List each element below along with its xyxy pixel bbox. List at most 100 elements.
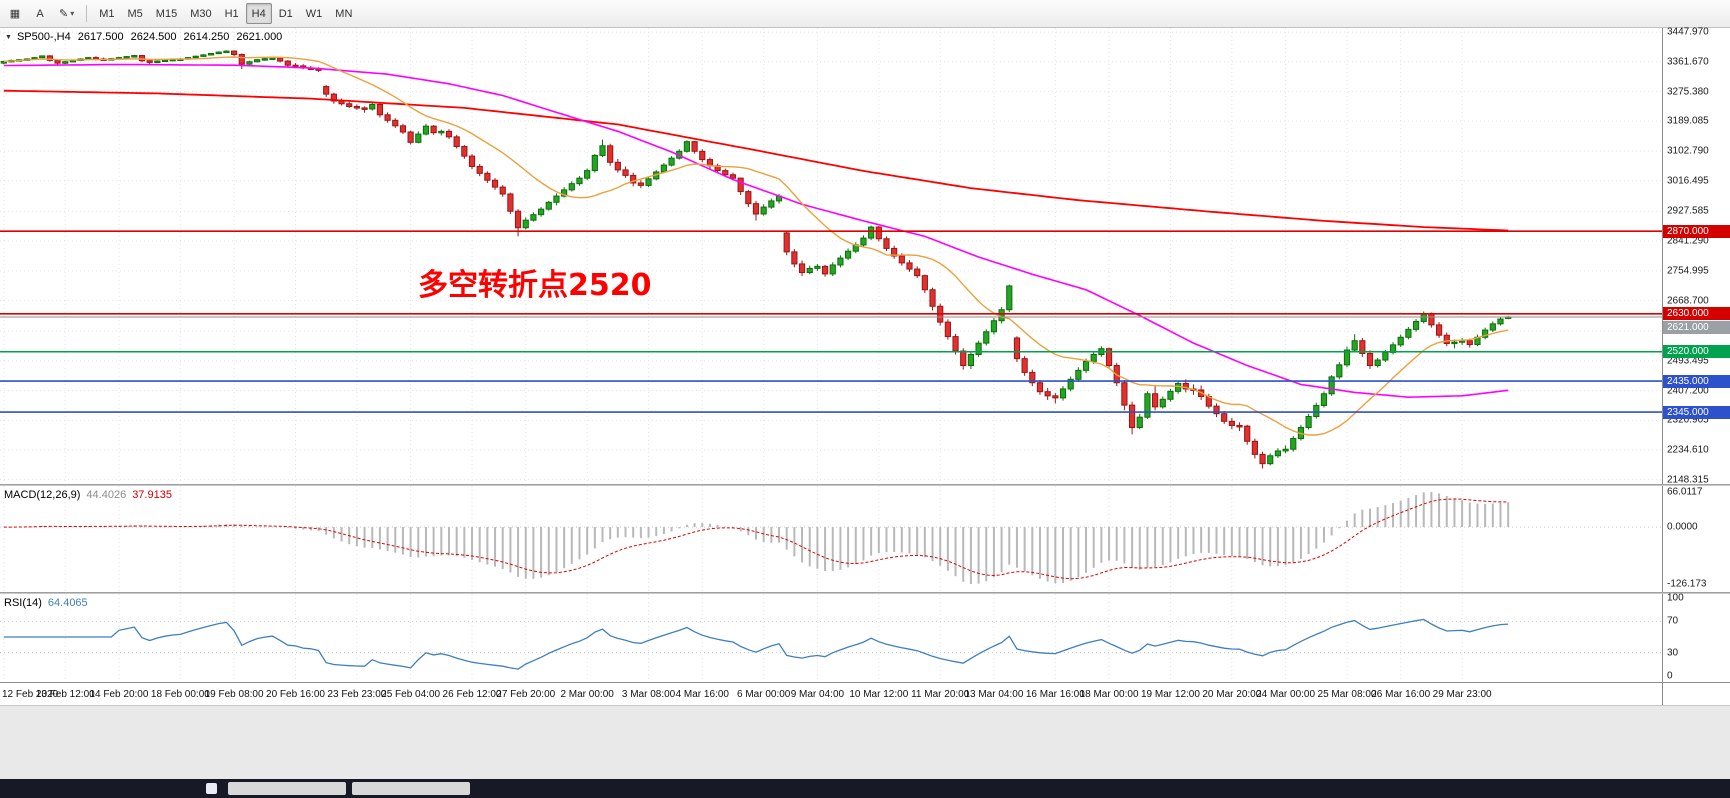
rsi-axis-label: 70: [1667, 615, 1679, 627]
time-axis-label: 2 Mar 00:00: [560, 689, 614, 700]
price-axis[interactable]: 3447.970 3361.670 3275.380 3189.085 3102.790…: [1662, 26, 1730, 486]
draw-tool-button[interactable]: ✎ ▾: [53, 3, 80, 24]
desktop-gap: [0, 705, 1730, 779]
time-axis-corner: [1662, 683, 1730, 705]
price-line-badge: 2345.000: [1663, 405, 1730, 419]
timeframe-button-m5[interactable]: M5: [122, 3, 149, 24]
time-axis-label: 3 Mar 08:00: [622, 689, 676, 700]
time-axis-label: 12 Feb 2020: [2, 689, 59, 700]
taskbar-app-icon[interactable]: [206, 783, 217, 794]
price-axis-label: 2754.995: [1667, 265, 1709, 277]
panel-separator-rsi[interactable]: [0, 592, 1730, 594]
time-axis-label: 20 Mar 20:00: [1202, 689, 1261, 700]
macd-axis[interactable]: 66.0117 0.0000 -126.173: [1662, 486, 1730, 592]
time-axis-label: 26 Feb 12:00: [443, 689, 502, 700]
rsi-plot[interactable]: RSI(14) 64.4065: [0, 594, 1662, 682]
price-axis-label: 3361.670: [1667, 56, 1709, 68]
taskbar: [0, 779, 1730, 798]
time-axis-label: 9 Mar 04:00: [791, 689, 845, 700]
timeframe-button-h4[interactable]: H4: [245, 3, 272, 24]
taskbar-window-button[interactable]: [228, 782, 346, 795]
time-axis-label: 25 Mar 08:00: [1318, 689, 1377, 700]
main-chart-panel: ▼ SP500-,H4 2617.500 2624.500 2614.250 2…: [0, 26, 1730, 486]
price-line-badge: 2435.000: [1663, 374, 1730, 388]
price-axis-label: 2148.315: [1667, 474, 1709, 486]
macd-axis-label: -126.173: [1667, 578, 1707, 590]
price-axis-label: 3016.495: [1667, 175, 1709, 187]
price-axis-label: 2493.495: [1667, 355, 1709, 367]
price-axis-label: 2320.905: [1667, 414, 1709, 426]
toolbar: ▦ A ✎ ▾ M1 M5 M15 M30 H1 H4 D1 W1 MN: [0, 0, 1730, 28]
price-axis-label: 3189.085: [1667, 115, 1709, 127]
time-axis-label: 25 Feb 04:00: [381, 689, 440, 700]
time-axis-label: 18 Mar 00:00: [1080, 689, 1139, 700]
time-axis-label: 13 Mar 04:00: [964, 689, 1023, 700]
price-axis-label: 2407.200: [1667, 385, 1709, 397]
price-axis-label: 3275.380: [1667, 86, 1709, 98]
timeframe-button-d1[interactable]: D1: [273, 3, 299, 24]
grid-icon: ▦: [9, 8, 21, 20]
price-axis-label: 2668.700: [1667, 295, 1709, 307]
time-axis-label: 14 Feb 20:00: [89, 689, 148, 700]
time-axis-label: 10 Mar 12:00: [849, 689, 908, 700]
macd-label-row: MACD(12,26,9) 44.4026 37.9135: [4, 489, 172, 501]
chart-grid-button[interactable]: ▦: [3, 3, 27, 24]
macd-panel: MACD(12,26,9) 44.4026 37.9135 66.0117 0.0…: [0, 486, 1730, 592]
price-axis-label: 2927.585: [1667, 205, 1709, 217]
price-axis-label: 3447.970: [1667, 26, 1709, 38]
main-chart-plot[interactable]: ▼ SP500-,H4 2617.500 2624.500 2614.250 2…: [0, 28, 1662, 484]
rsi-label-row: RSI(14) 64.4065: [4, 597, 88, 609]
price-axis-label: 2841.290: [1667, 235, 1709, 247]
price-axis-label: 3102.790: [1667, 145, 1709, 157]
time-axis-label: 18 Feb 00:00: [151, 689, 210, 700]
rsi-axis-label: 100: [1667, 592, 1684, 604]
panel-separator-macd[interactable]: [0, 484, 1730, 486]
rsi-panel: RSI(14) 64.4065 100 70 30 0: [0, 592, 1730, 682]
chart-annotation-text[interactable]: 多空转折点2520: [418, 268, 652, 303]
pencil-icon: ✎: [59, 8, 69, 20]
timeframe-button-m15[interactable]: M15: [150, 3, 183, 24]
macd-signal-value: 37.9135: [132, 489, 172, 501]
time-axis-label: 6 Mar 00:00: [737, 689, 791, 700]
time-axis-label: 26 Mar 16:00: [1371, 689, 1430, 700]
time-axis-label: 13 Feb 12:00: [36, 689, 95, 700]
chart-symbol-period: SP500-,H4: [16, 31, 71, 43]
ohlc-high: 2624.500: [130, 31, 177, 43]
rsi-value: 64.4065: [47, 597, 88, 609]
time-axis-label: 19 Feb 08:00: [205, 689, 264, 700]
timeframe-button-m30[interactable]: M30: [184, 3, 217, 24]
time-axis-label: 19 Mar 12:00: [1141, 689, 1200, 700]
macd-plot[interactable]: MACD(12,26,9) 44.4026 37.9135: [0, 486, 1662, 592]
macd-axis-label: 66.0117: [1667, 486, 1703, 498]
time-axis-label: 23 Feb 23:00: [327, 689, 386, 700]
macd-label: MACD(12,26,9): [4, 489, 81, 501]
timeframe-button-m1[interactable]: M1: [93, 3, 120, 24]
macd-axis-label: 0.0000: [1667, 521, 1698, 533]
taskbar-window-button[interactable]: [352, 782, 470, 795]
time-axis-label: 11 Mar 20:00: [911, 689, 970, 700]
timeframe-button-h1[interactable]: H1: [219, 3, 245, 24]
time-axis-label: 16 Mar 16:00: [1026, 689, 1085, 700]
chevron-down-icon: ▾: [70, 9, 75, 18]
cursor-a-button[interactable]: A: [28, 3, 52, 24]
price-line-badge: 2621.000: [1663, 321, 1730, 335]
toolbar-separator: [86, 5, 88, 22]
rsi-axis[interactable]: 100 70 30 0: [1662, 592, 1730, 682]
time-axis-label: 27 Feb 20:00: [496, 689, 555, 700]
timeframe-button-w1[interactable]: W1: [300, 3, 329, 24]
chart-title: ▼ SP500-,H4 2617.500 2624.500 2614.250 2…: [5, 31, 282, 43]
rsi-axis-label: 0: [1667, 670, 1673, 682]
time-axis-label: 29 Mar 23:00: [1433, 689, 1492, 700]
price-line-badge: 2520.000: [1663, 345, 1730, 359]
time-axis-label: 4 Mar 16:00: [676, 689, 730, 700]
price-line-badge: 2870.000: [1663, 224, 1730, 238]
chart-menu-triangle-icon: ▼: [5, 33, 12, 41]
ohlc-open: 2617.500: [77, 31, 124, 43]
time-axis-label: 20 Feb 16:00: [266, 689, 325, 700]
time-axis-label: 24 Mar 00:00: [1256, 689, 1315, 700]
timeframe-button-mn[interactable]: MN: [329, 3, 358, 24]
time-axis-labels[interactable]: 12 Feb 2020 13 Feb 12:00 14 Feb 20:00 18 Fe…: [0, 683, 1662, 705]
macd-main-value: 44.4026: [86, 489, 127, 501]
time-axis[interactable]: 12 Feb 2020 13 Feb 12:00 14 Feb 20:00 18 Fe…: [0, 682, 1730, 705]
